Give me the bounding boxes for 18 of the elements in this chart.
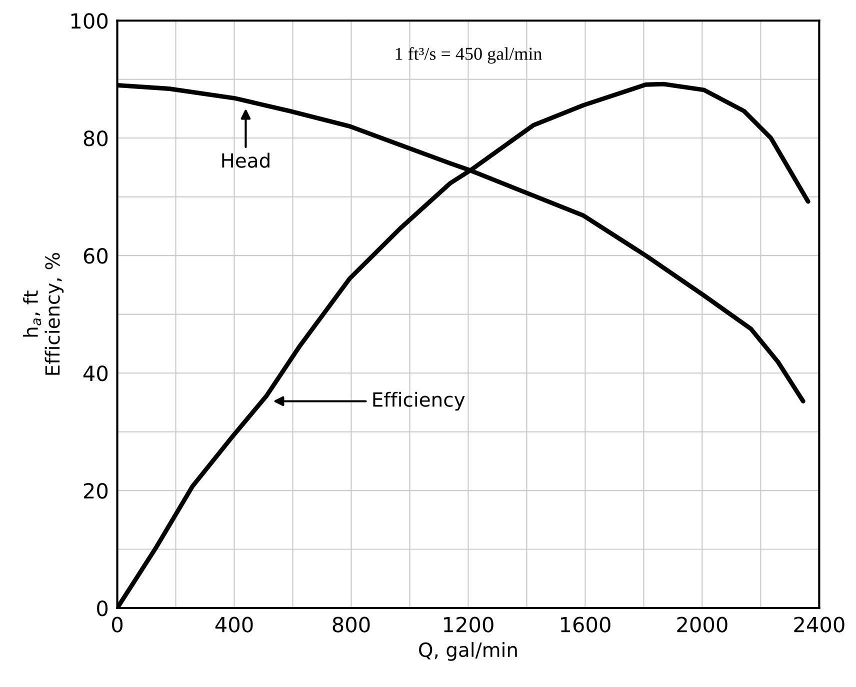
x-tick-label: 1200 [444,616,494,632]
y-tick-label: 20 [84,482,108,499]
x-axis-title: Q, gal/min [419,642,517,661]
x-tick-label: 2000 [677,616,728,632]
x-tick-label: 1600 [560,616,610,632]
x-tick-label: 800 [332,616,370,632]
annotation: Efficiency [373,392,465,411]
y-tick-label: 80 [84,130,108,146]
y-axis-title: h$_{a}$, ft Efficiency, % [23,252,64,375]
annotation: Head [222,152,270,168]
x-tick-label: 400 [215,616,253,632]
y-tick-label: 40 [83,365,108,382]
y-tick-label: 0 [97,600,108,616]
y-tick-label: 60 [84,248,108,264]
x-tick-label: 2400 [794,616,844,632]
annotation: 1 ft³/s = 450 gal/min [396,47,542,64]
y-tick-label: 100 [71,13,108,29]
x-tick-label: 0 [112,616,123,632]
